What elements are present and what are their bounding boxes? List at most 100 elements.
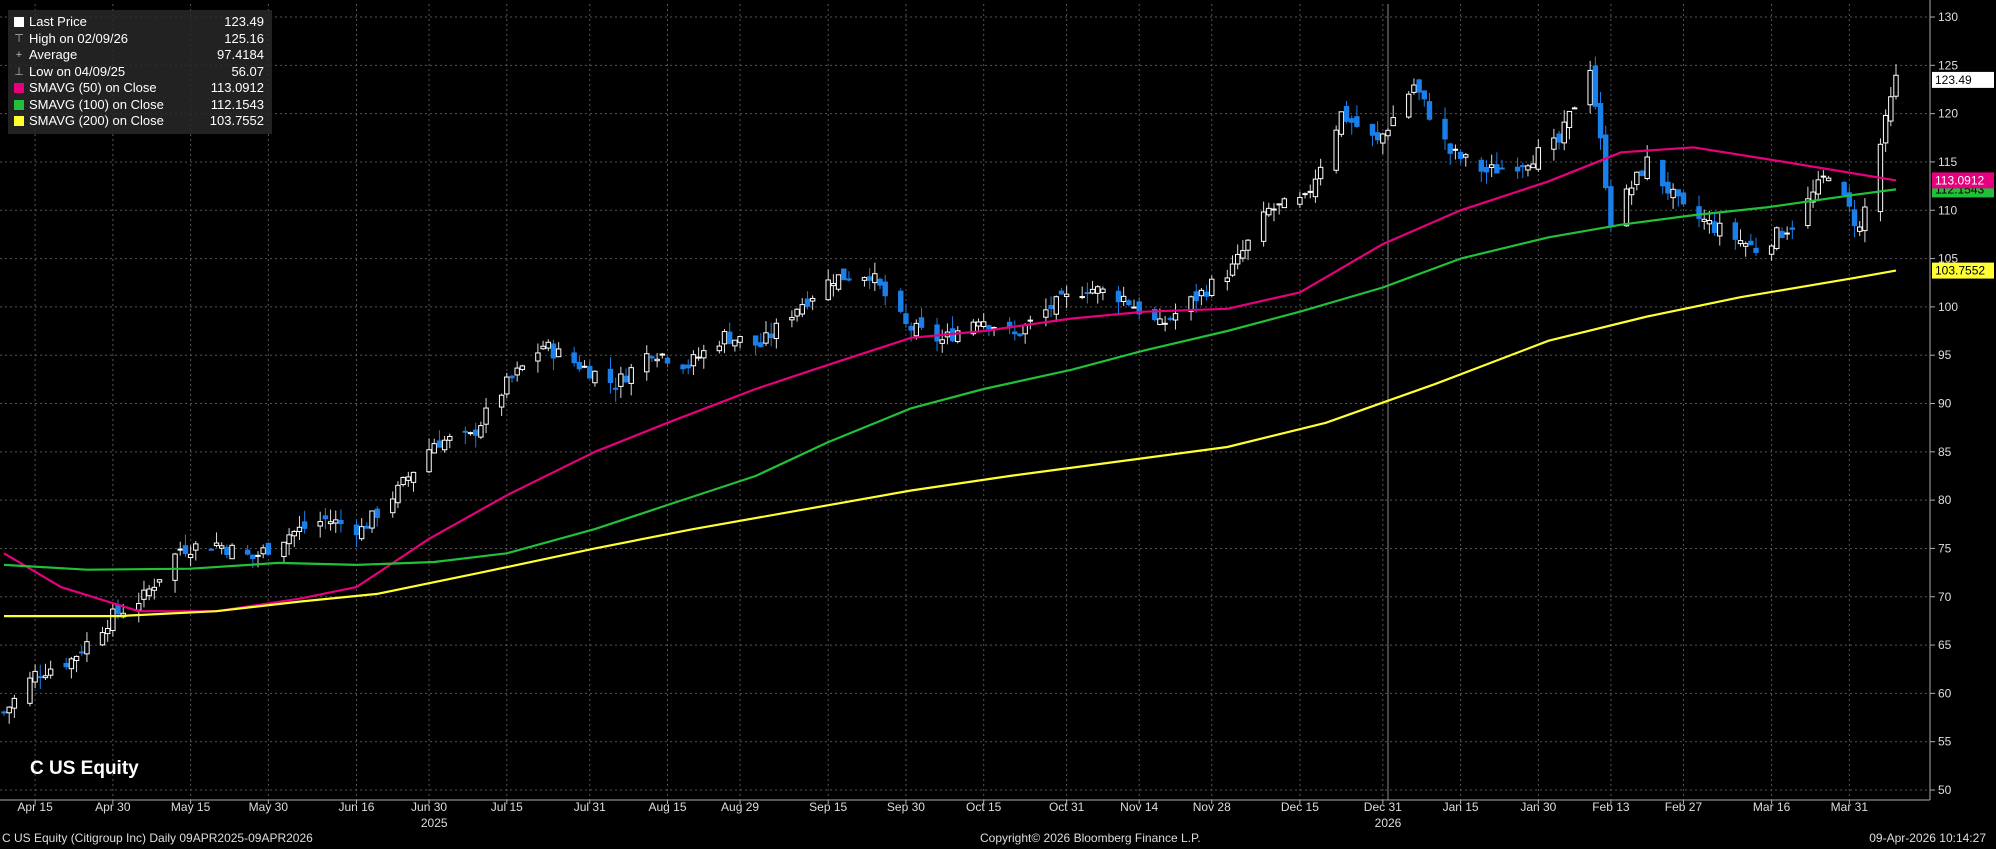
candle-down: [841, 268, 847, 281]
candle-up: [1229, 263, 1236, 276]
candle-up: [1276, 203, 1282, 206]
candle-up: [156, 579, 163, 583]
candle-down: [804, 298, 811, 307]
x-tick-label: Feb 13: [1592, 800, 1630, 814]
legend-label: SMAVG (50) on Close: [29, 80, 157, 95]
candle-down: [576, 361, 583, 370]
candle-down: [1665, 181, 1671, 194]
candle-up: [1297, 196, 1303, 205]
candle-up: [1452, 148, 1459, 151]
candle-up: [1380, 133, 1386, 144]
y-tick-label: 115: [1938, 155, 1957, 169]
sma50-line: [3, 146, 1897, 613]
candle-down: [182, 545, 189, 555]
x-tick-label: Aug 29: [721, 800, 759, 814]
candle-up: [1587, 69, 1593, 106]
x-tick-label: Oct 15: [966, 800, 1002, 814]
candle-down: [1608, 186, 1614, 226]
candle-up: [519, 365, 526, 370]
x-tick-label: Jan 15: [1443, 800, 1479, 814]
candle-up: [1893, 74, 1899, 97]
candle-up: [1063, 293, 1070, 298]
candle-up: [27, 677, 33, 704]
legend-row-sma50: SMAVG (50) on Close 113.0912: [14, 80, 264, 97]
candle-up: [498, 394, 505, 408]
candle-down: [934, 324, 940, 342]
candle-up: [441, 439, 448, 451]
candle-up: [555, 348, 562, 358]
candle-up: [1525, 165, 1531, 171]
y-tick-label: 100: [1938, 300, 1958, 314]
candle-down: [244, 549, 251, 555]
candle-up: [592, 370, 598, 384]
candle-down: [1675, 189, 1681, 197]
candle-down: [1374, 132, 1381, 141]
candle-down: [1789, 227, 1796, 230]
candle-down: [1426, 101, 1433, 120]
low-marker-icon: ⊥: [14, 65, 24, 78]
candle-up: [1784, 232, 1790, 235]
x-tick-label: Mar 31: [1831, 800, 1869, 814]
candle-down: [1499, 167, 1505, 170]
candle-down: [250, 554, 256, 559]
candle-down: [623, 375, 629, 383]
candle-up: [255, 554, 261, 557]
y-tick-label: 95: [1938, 348, 1952, 362]
legend-label: SMAVG (100) on Close: [29, 96, 164, 112]
candle-up: [1234, 253, 1241, 265]
candle-down: [1343, 105, 1350, 122]
candle-up: [1027, 319, 1034, 322]
candle-down: [1597, 103, 1604, 139]
last-price-value-tag-bg: [1932, 71, 1994, 88]
candle-up: [6, 706, 12, 714]
candle-up: [172, 553, 178, 581]
candle-down: [1603, 134, 1609, 189]
candle-down: [364, 525, 370, 529]
candle-down: [1421, 90, 1427, 100]
candle-up: [369, 510, 375, 529]
candle-down: [882, 281, 888, 297]
candle-down: [898, 290, 904, 312]
candle-up: [773, 322, 780, 340]
candle-up: [1825, 177, 1832, 182]
candle-down: [1592, 65, 1599, 107]
candle-down: [1442, 118, 1448, 140]
candle-down: [1696, 206, 1702, 219]
sma100-line: [3, 188, 1897, 571]
candle-down: [322, 515, 329, 520]
candle-down: [1354, 116, 1360, 127]
candle-up: [32, 670, 38, 683]
candle-up: [296, 526, 303, 532]
candle-up: [1463, 154, 1469, 158]
candle-up: [789, 316, 795, 321]
candle-down: [436, 440, 443, 448]
candle-up: [1551, 137, 1557, 150]
grid-lines: [0, 4, 1930, 800]
candle-down: [1483, 166, 1490, 173]
candle-up: [1571, 107, 1578, 110]
ticker-label: C US Equity: [30, 758, 139, 779]
candle-up: [405, 476, 412, 481]
candle-up: [701, 350, 707, 359]
candle-up: [1628, 187, 1635, 196]
candle-down: [866, 276, 873, 281]
candle-up: [1530, 163, 1536, 169]
x-tick-label: Sep 15: [809, 800, 847, 814]
y-tick-label: 75: [1938, 541, 1952, 555]
candle-up: [913, 322, 920, 337]
legend-label: Last Price: [29, 14, 87, 29]
candle-down: [1520, 165, 1526, 168]
candle-down: [265, 542, 272, 555]
y-tick-label: 50: [1938, 783, 1952, 797]
candle-up: [291, 530, 297, 537]
candle-up: [1488, 164, 1495, 168]
candle-up: [835, 274, 842, 290]
candle-up: [219, 545, 225, 549]
x-year-label: 2025: [421, 816, 448, 830]
candle-up: [431, 443, 437, 454]
candle-up: [286, 534, 292, 545]
candle-up: [1815, 179, 1821, 195]
y-tick-label: 60: [1938, 686, 1952, 700]
